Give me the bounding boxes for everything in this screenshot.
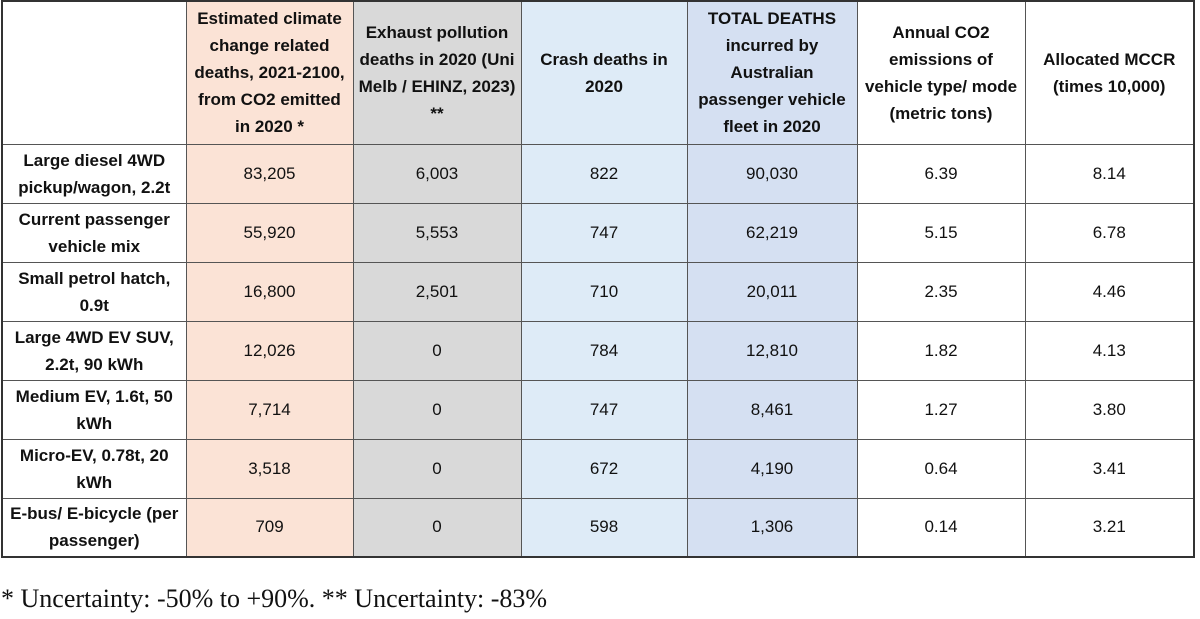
header-allocated-mccr: Allocated MCCR (times 10,000) bbox=[1024, 0, 1195, 145]
cell-total-deaths: 62,219 bbox=[686, 202, 858, 263]
header-total-deaths: TOTAL DEATHS incurred by Australian pass… bbox=[686, 0, 858, 145]
cell-climate-deaths: 16,800 bbox=[185, 261, 354, 322]
cell-climate-deaths: 55,920 bbox=[185, 202, 354, 263]
cell-climate-deaths: 7,714 bbox=[185, 379, 354, 440]
uncertainty-footnote: * Uncertainty: -50% to +90%. ** Uncertai… bbox=[1, 584, 548, 613]
cell-total-deaths: 12,810 bbox=[686, 320, 858, 381]
cell-exhaust-deaths: 0 bbox=[352, 497, 522, 558]
row-label: Medium EV, 1.6t, 50 kWh bbox=[1, 379, 187, 440]
cell-allocated-mccr: 4.46 bbox=[1024, 261, 1195, 322]
cell-crash-deaths: 784 bbox=[520, 320, 688, 381]
vehicle-deaths-table: Estimated climate change related deaths,… bbox=[1, 0, 1195, 558]
cell-exhaust-deaths: 0 bbox=[352, 379, 522, 440]
table-row: Small petrol hatch, 0.9t 16,800 2,501 71… bbox=[1, 261, 1195, 322]
row-label: Current passenger vehicle mix bbox=[1, 202, 187, 263]
row-label: Large 4WD EV SUV, 2.2t, 90 kWh bbox=[1, 320, 187, 381]
cell-crash-deaths: 598 bbox=[520, 497, 688, 558]
cell-exhaust-deaths: 0 bbox=[352, 438, 522, 499]
cell-total-deaths: 8,461 bbox=[686, 379, 858, 440]
row-label: E-bus/ E-bicycle (per passenger) bbox=[1, 497, 187, 558]
cell-co2-emissions: 1.82 bbox=[856, 320, 1026, 381]
row-label: Large diesel 4WD pickup/wagon, 2.2t bbox=[1, 143, 187, 204]
row-label: Small petrol hatch, 0.9t bbox=[1, 261, 187, 322]
cell-climate-deaths: 83,205 bbox=[185, 143, 354, 204]
cell-co2-emissions: 2.35 bbox=[856, 261, 1026, 322]
cell-allocated-mccr: 3.41 bbox=[1024, 438, 1195, 499]
cell-allocated-mccr: 4.13 bbox=[1024, 320, 1195, 381]
cell-climate-deaths: 3,518 bbox=[185, 438, 354, 499]
header-row: Estimated climate change related deaths,… bbox=[1, 0, 1195, 145]
cell-climate-deaths: 709 bbox=[185, 497, 354, 558]
table-row: Large diesel 4WD pickup/wagon, 2.2t 83,2… bbox=[1, 143, 1195, 204]
cell-allocated-mccr: 3.80 bbox=[1024, 379, 1195, 440]
table-row: Current passenger vehicle mix 55,920 5,5… bbox=[1, 202, 1195, 263]
cell-co2-emissions: 0.14 bbox=[856, 497, 1026, 558]
cell-co2-emissions: 1.27 bbox=[856, 379, 1026, 440]
header-co2-emissions: Annual CO2 emissions of vehicle type/ mo… bbox=[856, 0, 1026, 145]
header-crash-deaths: Crash deaths in 2020 bbox=[520, 0, 688, 145]
header-blank-cell bbox=[1, 0, 187, 145]
table-row: Micro-EV, 0.78t, 20 kWh 3,518 0 672 4,19… bbox=[1, 438, 1195, 499]
cell-crash-deaths: 822 bbox=[520, 143, 688, 204]
cell-exhaust-deaths: 2,501 bbox=[352, 261, 522, 322]
table-row: Large 4WD EV SUV, 2.2t, 90 kWh 12,026 0 … bbox=[1, 320, 1195, 381]
table-row: Medium EV, 1.6t, 50 kWh 7,714 0 747 8,46… bbox=[1, 379, 1195, 440]
cell-crash-deaths: 747 bbox=[520, 202, 688, 263]
cell-total-deaths: 1,306 bbox=[686, 497, 858, 558]
cell-exhaust-deaths: 6,003 bbox=[352, 143, 522, 204]
cell-allocated-mccr: 6.78 bbox=[1024, 202, 1195, 263]
cell-allocated-mccr: 3.21 bbox=[1024, 497, 1195, 558]
header-exhaust-deaths: Exhaust pollution deaths in 2020 (Uni Me… bbox=[352, 0, 522, 145]
cell-total-deaths: 4,190 bbox=[686, 438, 858, 499]
cell-co2-emissions: 0.64 bbox=[856, 438, 1026, 499]
cell-exhaust-deaths: 0 bbox=[352, 320, 522, 381]
table-row: E-bus/ E-bicycle (per passenger) 709 0 5… bbox=[1, 497, 1195, 558]
cell-crash-deaths: 747 bbox=[520, 379, 688, 440]
cell-crash-deaths: 672 bbox=[520, 438, 688, 499]
cell-total-deaths: 90,030 bbox=[686, 143, 858, 204]
header-climate-deaths: Estimated climate change related deaths,… bbox=[185, 0, 354, 145]
cell-climate-deaths: 12,026 bbox=[185, 320, 354, 381]
cell-co2-emissions: 5.15 bbox=[856, 202, 1026, 263]
cell-total-deaths: 20,011 bbox=[686, 261, 858, 322]
row-label: Micro-EV, 0.78t, 20 kWh bbox=[1, 438, 187, 499]
cell-co2-emissions: 6.39 bbox=[856, 143, 1026, 204]
cell-exhaust-deaths: 5,553 bbox=[352, 202, 522, 263]
cell-crash-deaths: 710 bbox=[520, 261, 688, 322]
cell-allocated-mccr: 8.14 bbox=[1024, 143, 1195, 204]
